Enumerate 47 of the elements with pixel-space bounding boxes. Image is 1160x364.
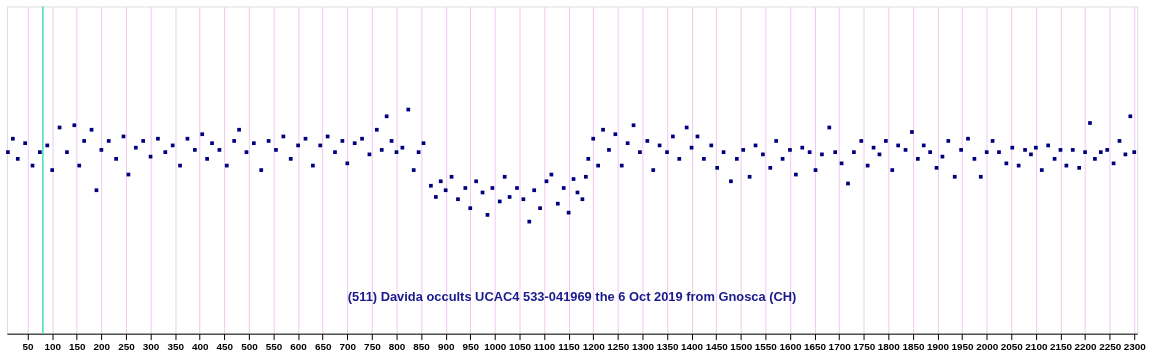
x-tick-label: 950 <box>462 341 480 353</box>
x-tick-label: 1000 <box>484 341 507 353</box>
x-tick-label: 1100 <box>533 341 556 353</box>
x-tick-label: 200 <box>93 341 111 353</box>
x-tick-label: 1750 <box>853 341 876 353</box>
x-tick-label: 150 <box>69 341 87 353</box>
x-tick-label: 1200 <box>582 341 606 353</box>
x-tick-label: 2150 <box>1049 341 1073 353</box>
x-tick-label: 1350 <box>656 341 679 353</box>
x-tick-label: 1150 <box>558 341 581 353</box>
x-tick-label: 2250 <box>1099 341 1122 353</box>
x-tick-label: 1700 <box>828 341 852 353</box>
x-tick-label: 1450 <box>705 341 729 353</box>
x-tick-label: 2300 <box>1123 341 1147 353</box>
x-tick-label: 1300 <box>631 341 655 353</box>
x-tick-label: 50 <box>22 341 35 353</box>
x-tick-label: 1900 <box>926 341 950 353</box>
x-tick-label: 900 <box>437 341 455 353</box>
x-tick-label: 800 <box>388 341 406 353</box>
x-tick-label: 1250 <box>607 341 630 353</box>
x-tick-label: 350 <box>167 341 185 353</box>
x-tick-label: 2000 <box>976 341 999 353</box>
x-tick-label: 1950 <box>951 341 975 353</box>
x-tick-label: 600 <box>290 341 308 353</box>
x-tick-label: 1050 <box>508 341 532 353</box>
x-tick-label: 1550 <box>754 341 778 353</box>
x-tick-label: 550 <box>265 341 283 353</box>
x-tick-label: 1850 <box>902 341 925 353</box>
x-tick-label: 1650 <box>804 341 827 353</box>
x-tick-label: 650 <box>314 341 332 353</box>
x-tick-label: 1500 <box>730 341 753 353</box>
x-tick-label: 1800 <box>877 341 901 353</box>
x-tick-label: 500 <box>241 341 259 353</box>
x-tick-label: 450 <box>216 341 234 353</box>
x-tick-label: 1600 <box>779 341 802 353</box>
x-tick-label: 2100 <box>1025 341 1048 353</box>
annotation: (511) Davida occults UCAC4 533-041969 the 6 Oct 2019 from Gnosca (CH) <box>347 288 797 304</box>
x-tick-label: 850 <box>413 341 431 353</box>
x-tick-label: 2200 <box>1074 341 1098 353</box>
x-tick-label: 1400 <box>681 341 704 353</box>
x-tick-label: 300 <box>142 341 160 353</box>
x-tick-label: 700 <box>339 341 357 353</box>
x-tick-label: 750 <box>364 341 382 353</box>
x-tick-label: 250 <box>118 341 136 353</box>
x-tick-label: 2050 <box>1000 341 1024 353</box>
x-tick-label: 400 <box>191 341 209 353</box>
x-tick-label: 100 <box>44 341 62 353</box>
